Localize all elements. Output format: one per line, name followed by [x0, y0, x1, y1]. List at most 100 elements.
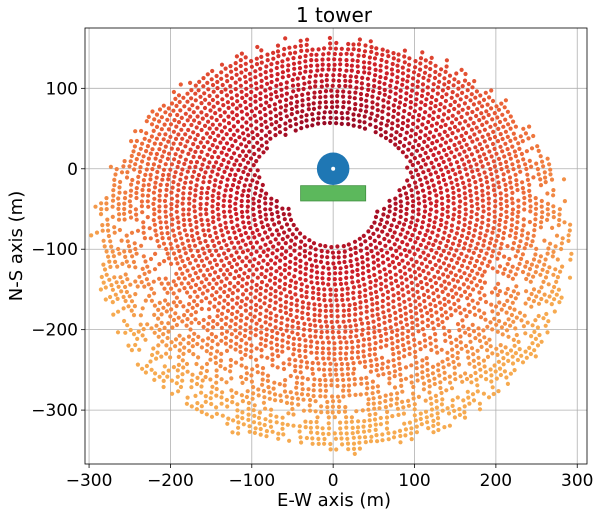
heliostat-point — [265, 253, 270, 258]
heliostat-point — [423, 305, 428, 310]
heliostat-point — [309, 274, 314, 279]
heliostat-point — [274, 255, 279, 260]
heliostat-point — [321, 265, 326, 270]
heliostat-point — [434, 405, 439, 410]
heliostat-point — [539, 296, 544, 302]
heliostat-point — [287, 118, 293, 123]
heliostat-point — [191, 142, 196, 147]
heliostat-point — [215, 322, 220, 327]
heliostat-point — [393, 278, 399, 283]
heliostat-point — [263, 113, 268, 118]
heliostat-point — [359, 332, 365, 337]
heliostat-point — [281, 432, 286, 437]
heliostat-point — [116, 284, 121, 289]
heliostat-point — [157, 244, 162, 249]
heliostat-point — [387, 376, 392, 381]
heliostat-point — [103, 285, 108, 290]
heliostat-point — [181, 365, 186, 370]
heliostat-point — [213, 111, 218, 116]
heliostat-point — [117, 251, 122, 256]
heliostat-point — [258, 426, 263, 432]
heliostat-point — [421, 292, 427, 297]
heliostat-point — [409, 437, 414, 442]
heliostat-point — [368, 423, 373, 428]
heliostat-point — [249, 89, 254, 95]
heliostat-point — [299, 282, 304, 287]
heliostat-point — [455, 350, 460, 355]
heliostat-point — [460, 84, 465, 89]
heliostat-point — [350, 58, 355, 63]
heliostat-point — [273, 325, 278, 330]
heliostat-point — [462, 415, 468, 420]
heliostat-point — [378, 415, 383, 421]
heliostat-point — [377, 90, 382, 96]
heliostat-point — [224, 73, 229, 78]
heliostat-point — [512, 368, 517, 373]
heliostat-point — [429, 248, 434, 253]
heliostat-point — [362, 282, 367, 287]
heliostat-point — [361, 349, 366, 354]
heliostat-point — [168, 134, 173, 139]
heliostat-point — [449, 150, 454, 155]
heliostat-point — [319, 73, 324, 78]
heliostat-point — [469, 204, 474, 209]
heliostat-point — [148, 172, 153, 177]
heliostat-point — [329, 245, 334, 250]
heliostat-point — [291, 352, 296, 357]
heliostat-point — [395, 328, 400, 333]
heliostat-point — [324, 105, 329, 110]
heliostat-point — [130, 177, 135, 183]
heliostat-point — [520, 269, 526, 275]
heliostat-point — [396, 291, 401, 296]
heliostat-point — [356, 279, 361, 284]
heliostat-point — [158, 225, 164, 230]
heliostat-point — [219, 331, 225, 336]
heliostat-point — [108, 164, 113, 169]
heliostat-point — [183, 111, 188, 116]
heliostat-point — [403, 235, 408, 240]
heliostat-point — [140, 306, 145, 311]
heliostat-point — [108, 264, 113, 269]
heliostat-point — [273, 89, 278, 95]
heliostat-point — [188, 294, 193, 299]
heliostat-point — [418, 67, 423, 72]
heliostat-point — [284, 80, 289, 85]
heliostat-point — [540, 210, 545, 215]
heliostat-point — [433, 170, 438, 175]
heliostat-point — [440, 206, 445, 212]
heliostat-point — [186, 127, 191, 133]
heliostat-point — [545, 269, 550, 275]
heliostat-point — [418, 61, 423, 66]
heliostat-point — [178, 384, 184, 390]
heliostat-point — [246, 400, 251, 406]
heliostat-point — [416, 118, 421, 123]
heliostat-point — [293, 368, 298, 374]
heliostat-point — [391, 299, 396, 304]
heliostat-point — [236, 280, 241, 286]
heliostat-point — [218, 294, 223, 299]
heliostat-point — [375, 301, 380, 306]
heliostat-point — [255, 180, 260, 185]
heliostat-point — [338, 420, 343, 425]
heliostat-point — [302, 235, 307, 240]
heliostat-point — [438, 143, 443, 148]
heliostat-point — [246, 406, 251, 411]
heliostat-point — [315, 340, 320, 345]
heliostat-point — [285, 422, 290, 427]
heliostat-point — [151, 201, 156, 206]
heliostat-point — [240, 399, 245, 404]
heliostat-point — [185, 268, 190, 273]
heliostat-point — [256, 199, 262, 204]
heliostat-point — [494, 304, 499, 309]
heliostat-point — [307, 251, 313, 256]
heliostat-point — [212, 304, 217, 309]
heliostat-point — [310, 366, 315, 372]
heliostat-point — [310, 371, 315, 376]
heliostat-point — [394, 333, 400, 338]
heliostat-point — [431, 225, 437, 230]
heliostat-point — [406, 68, 411, 73]
heliostat-point — [128, 249, 133, 254]
heliostat-point — [195, 105, 200, 110]
heliostat-point — [327, 426, 332, 431]
heliostat-point — [478, 278, 483, 284]
